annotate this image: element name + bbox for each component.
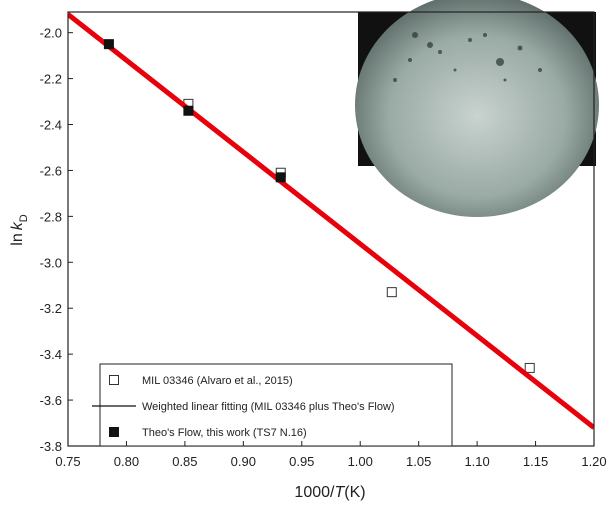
- legend-swatch: [110, 376, 119, 385]
- legend-label: Theo's Flow, this work (TS7 N.16): [142, 427, 307, 439]
- y-tick-label: -2.0: [40, 26, 62, 41]
- y-tick-label: -3.8: [40, 439, 62, 454]
- x-tick-label: 0.90: [231, 454, 256, 469]
- y-tick-label: -3.6: [40, 393, 62, 408]
- legend: MIL 03346 (Alvaro et al., 2015) Weighted …: [92, 364, 452, 446]
- data-point: [184, 106, 193, 115]
- y-label-prefix: ln: [9, 233, 26, 245]
- x-label-suffix: (K): [344, 484, 365, 501]
- data-point: [276, 173, 285, 182]
- x-tick-label: 0.75: [55, 454, 80, 469]
- data-point: [104, 40, 113, 49]
- x-axis-label: 1000/T(K): [294, 484, 365, 501]
- data-point: [387, 288, 396, 297]
- legend-swatch: [110, 428, 119, 437]
- x-label-prefix: 1000/: [294, 484, 335, 501]
- y-label-sub: D: [18, 214, 30, 222]
- x-tick-label: 1.00: [348, 454, 373, 469]
- x-tick-label: 0.95: [289, 454, 314, 469]
- data-point: [525, 363, 534, 372]
- legend-label: MIL 03346 (Alvaro et al., 2015): [142, 375, 293, 387]
- x-tick-label: 0.80: [114, 454, 139, 469]
- y-axis-label: lnkD: [9, 214, 30, 245]
- x-tick-label: 1.05: [406, 454, 431, 469]
- y-tick-label: -3.2: [40, 301, 62, 316]
- y-tick-label: -3.0: [40, 255, 62, 270]
- legend-label: Weighted linear fitting (MIL 03346 plus …: [142, 401, 395, 413]
- y-tick-label: -2.4: [40, 118, 62, 133]
- y-tick-label: -2.8: [40, 209, 62, 224]
- y-tick-label: -3.4: [40, 347, 62, 362]
- x-tick-label: 1.20: [581, 454, 606, 469]
- chart: 1000/T(K) lnkD MIL 03346 (Alvaro et al.,…: [0, 0, 610, 510]
- x-tick-label: 0.85: [172, 454, 197, 469]
- x-tick-label: 1.10: [464, 454, 489, 469]
- x-tick-label: 1.15: [523, 454, 548, 469]
- y-tick-label: -2.2: [40, 72, 62, 87]
- inset-photo: [355, 0, 599, 217]
- y-tick-label: -2.6: [40, 163, 62, 178]
